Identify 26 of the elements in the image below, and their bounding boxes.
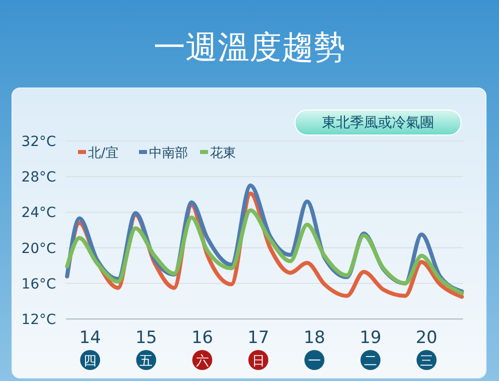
day-badge: 日 <box>248 350 268 370</box>
legend-label: 北/宜 <box>88 145 118 161</box>
y-tick-label: 12°C <box>21 312 56 328</box>
x-tick-label: 16 <box>191 328 214 348</box>
day-badge: 二 <box>360 350 380 370</box>
x-tick-label: 19 <box>360 328 382 348</box>
day-badge: 五 <box>136 350 156 370</box>
day-badge: 一 <box>304 350 324 370</box>
day-badge: 三 <box>416 350 437 370</box>
y-tick-label: 28°C <box>21 170 56 186</box>
y-tick-label: 20°C <box>21 240 56 257</box>
x-tick-label: 18 <box>304 328 326 348</box>
line-series <box>65 208 464 296</box>
day-badge: 四 <box>80 350 100 370</box>
chart-title: 一週溫度趨勢 <box>154 28 346 66</box>
y-tick-label: 24°C <box>21 205 56 222</box>
x-tick-label: 15 <box>135 328 158 348</box>
x-tick-label: 17 <box>248 328 270 348</box>
day-badge: 六 <box>192 350 212 370</box>
legend-label: 中南部 <box>149 146 188 161</box>
y-tick-label: 16°C <box>21 276 56 292</box>
x-tick-label: 20 <box>416 328 438 348</box>
x-tick-label: 14 <box>79 328 101 348</box>
text: 東北季風或冷氣團 <box>322 115 434 131</box>
y-tick-label: 32°C <box>21 134 56 150</box>
legend-label: 花東 <box>210 146 236 161</box>
